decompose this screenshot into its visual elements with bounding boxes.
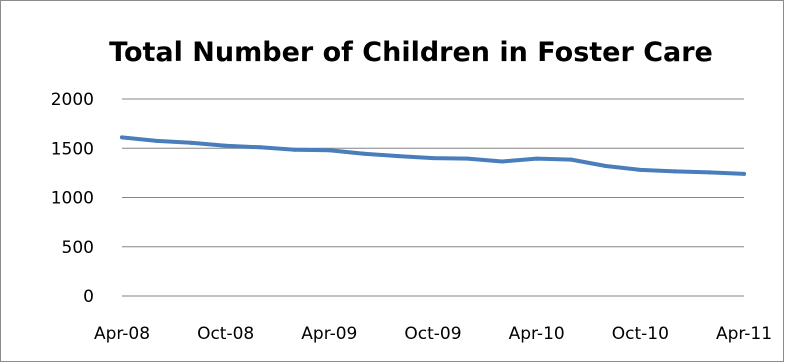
grid-lines	[122, 98, 744, 297]
y-axis-ticks: 0 500 1000 1500 2000	[51, 90, 94, 307]
data-point	[361, 151, 366, 156]
series-line	[120, 135, 746, 176]
series-group	[120, 135, 746, 176]
data-point	[707, 170, 712, 175]
data-point	[500, 159, 505, 164]
data-point	[223, 143, 228, 148]
data-point	[120, 135, 124, 140]
x-tick-label: Oct-09	[404, 324, 461, 344]
data-point	[292, 147, 297, 152]
data-point	[327, 148, 332, 153]
data-point	[638, 167, 643, 172]
x-tick-label: Apr-08	[94, 324, 150, 344]
chart-title: Total Number of Children in Foster Care	[109, 37, 713, 68]
x-tick-label: Oct-08	[197, 324, 254, 344]
data-point	[603, 163, 608, 168]
y-tick-label: 0	[83, 287, 94, 307]
x-tick-label: Oct-10	[612, 324, 669, 344]
x-tick-label: Apr-11	[716, 324, 772, 344]
data-point	[258, 145, 263, 150]
data-point	[465, 156, 470, 161]
data-point	[396, 154, 401, 159]
x-tick-label: Apr-10	[509, 324, 565, 344]
data-point	[569, 157, 574, 162]
data-point	[189, 140, 194, 145]
x-tick-label: Apr-09	[301, 324, 357, 344]
data-point	[431, 156, 435, 161]
x-axis-ticks: Apr-08 Oct-08 Apr-09 Oct-09 Apr-10 Oct-10 Apr-…	[94, 324, 772, 344]
y-tick-label: 1500	[51, 139, 94, 159]
y-tick-label: 500	[62, 238, 94, 258]
data-point	[154, 138, 159, 143]
data-point	[672, 169, 677, 174]
y-tick-label: 1000	[51, 189, 94, 209]
y-tick-label: 2000	[51, 90, 94, 110]
data-point	[742, 171, 746, 176]
data-point	[534, 156, 539, 161]
